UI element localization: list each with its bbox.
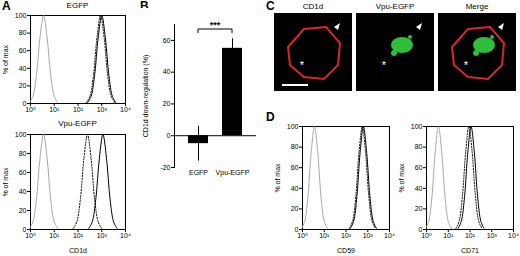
svg-text:60: 60 bbox=[291, 164, 299, 171]
svg-text:10¹: 10¹ bbox=[443, 232, 454, 239]
svg-text:*: * bbox=[382, 59, 387, 71]
svg-text:CD1d down-regulation (%): CD1d down-regulation (%) bbox=[142, 55, 150, 137]
svg-text:0: 0 bbox=[294, 225, 299, 233]
svg-text:% of max: % of max bbox=[2, 44, 9, 74]
svg-text:EGFP: EGFP bbox=[189, 169, 208, 176]
svg-text:10¹: 10¹ bbox=[319, 232, 330, 239]
svg-text:0: 0 bbox=[418, 225, 423, 233]
svg-text:10⁴: 10⁴ bbox=[120, 106, 131, 113]
svg-text:0: 0 bbox=[22, 99, 27, 107]
svg-text:0: 0 bbox=[167, 132, 171, 139]
svg-text:100: 100 bbox=[15, 131, 27, 138]
svg-text:40: 40 bbox=[291, 185, 299, 192]
svg-text:40: 40 bbox=[163, 68, 171, 75]
html-text:D: D bbox=[266, 110, 275, 124]
svg-text:10³: 10³ bbox=[97, 232, 108, 239]
svg-text:10⁴: 10⁴ bbox=[120, 232, 131, 239]
svg-text:40: 40 bbox=[415, 185, 423, 192]
html-text:A: A bbox=[2, 0, 11, 13]
svg-text:80: 80 bbox=[415, 143, 423, 150]
svg-text:60: 60 bbox=[19, 169, 27, 176]
svg-text:10⁴: 10⁴ bbox=[508, 232, 519, 239]
svg-text:10³: 10³ bbox=[487, 232, 498, 239]
svg-text:20: 20 bbox=[19, 82, 27, 89]
svg-text:*: * bbox=[300, 59, 305, 71]
svg-text:***: *** bbox=[210, 20, 221, 30]
svg-text:Merge: Merge bbox=[466, 2, 489, 11]
svg-text:10²: 10² bbox=[465, 232, 476, 239]
svg-text:40: 40 bbox=[19, 65, 27, 72]
svg-text:% of max: % of max bbox=[2, 167, 9, 197]
svg-text:80: 80 bbox=[19, 29, 27, 36]
svg-text:10⁴: 10⁴ bbox=[384, 232, 395, 239]
svg-text:10²: 10² bbox=[341, 232, 352, 239]
svg-text:40: 40 bbox=[19, 188, 27, 195]
svg-text:CD71: CD71 bbox=[461, 247, 479, 254]
svg-text:10¹: 10¹ bbox=[49, 232, 60, 239]
svg-text:CD59: CD59 bbox=[337, 247, 355, 254]
svg-text:-20: -20 bbox=[160, 164, 170, 171]
svg-text:100: 100 bbox=[287, 123, 299, 130]
svg-text:10⁰: 10⁰ bbox=[297, 232, 308, 239]
svg-text:Vpu-EGFP: Vpu-EGFP bbox=[216, 169, 250, 177]
svg-text:20: 20 bbox=[163, 100, 171, 107]
svg-text:10⁰: 10⁰ bbox=[25, 106, 36, 113]
svg-text:80: 80 bbox=[19, 150, 27, 157]
html-text:EGFP: EGFP bbox=[66, 1, 89, 10]
svg-text:% of max: % of max bbox=[274, 163, 281, 193]
svg-text:CD1d: CD1d bbox=[69, 247, 87, 254]
svg-text:100: 100 bbox=[15, 12, 27, 19]
svg-text:CD1d: CD1d bbox=[303, 2, 323, 11]
svg-text:60: 60 bbox=[163, 37, 171, 44]
svg-text:10³: 10³ bbox=[363, 232, 374, 239]
svg-text:20: 20 bbox=[415, 205, 423, 212]
svg-text:10²: 10² bbox=[73, 232, 84, 239]
html-text:B: B bbox=[140, 0, 149, 13]
svg-text:60: 60 bbox=[19, 47, 27, 54]
html-text:C: C bbox=[266, 0, 275, 13]
svg-text:20: 20 bbox=[19, 207, 27, 214]
svg-text:20: 20 bbox=[291, 205, 299, 212]
svg-text:10³: 10³ bbox=[97, 106, 108, 113]
svg-text:10⁰: 10⁰ bbox=[25, 232, 36, 239]
svg-text:60: 60 bbox=[415, 164, 423, 171]
svg-text:10⁰: 10⁰ bbox=[421, 232, 432, 239]
svg-text:80: 80 bbox=[291, 143, 299, 150]
svg-text:*: * bbox=[464, 59, 469, 71]
svg-text:Vpu-EGFP: Vpu-EGFP bbox=[376, 2, 415, 11]
svg-text:100: 100 bbox=[411, 123, 423, 130]
html-text:Vpu-EGFP: Vpu-EGFP bbox=[58, 119, 97, 128]
svg-text:10²: 10² bbox=[73, 106, 84, 113]
svg-text:0: 0 bbox=[22, 225, 27, 233]
svg-text:10¹: 10¹ bbox=[49, 106, 60, 113]
svg-text:% of max: % of max bbox=[398, 163, 405, 193]
